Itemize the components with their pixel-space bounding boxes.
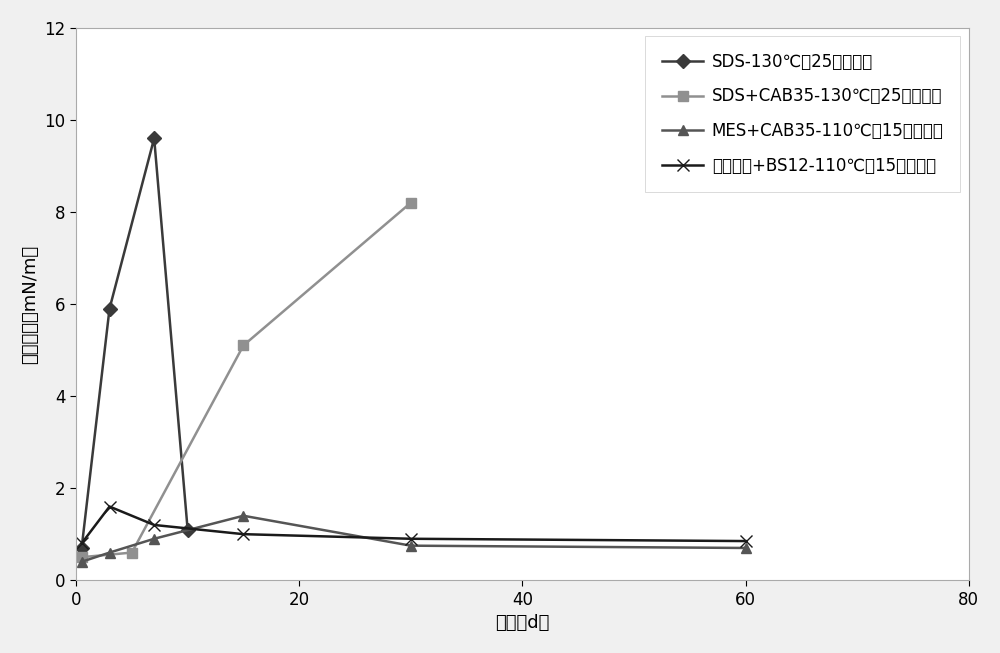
鼠李糖脂+BS12-110℃、15万矿化度 <box>104 503 116 511</box>
SDS-130℃、25万矿化度 <box>148 135 160 142</box>
MES+CAB35-110℃、15万矿化度 <box>148 535 160 543</box>
MES+CAB35-110℃、15万矿化度 <box>76 558 88 565</box>
X-axis label: 时间（d）: 时间（d） <box>495 614 550 632</box>
Line: SDS+CAB35-130℃、25万矿化度: SDS+CAB35-130℃、25万矿化度 <box>77 198 416 562</box>
Y-axis label: 界面张力（mN/m）: 界面张力（mN/m） <box>21 244 39 364</box>
鼠李糖脂+BS12-110℃、15万矿化度 <box>148 521 160 529</box>
Line: MES+CAB35-110℃、15万矿化度: MES+CAB35-110℃、15万矿化度 <box>77 511 750 567</box>
SDS+CAB35-130℃、25万矿化度 <box>237 342 249 349</box>
MES+CAB35-110℃、15万矿化度 <box>405 542 417 550</box>
MES+CAB35-110℃、15万矿化度 <box>740 544 752 552</box>
鼠李糖脂+BS12-110℃、15万矿化度 <box>76 539 88 547</box>
SDS+CAB35-130℃、25万矿化度 <box>76 553 88 561</box>
SDS-130℃、25万矿化度 <box>104 305 116 313</box>
MES+CAB35-110℃、15万矿化度 <box>237 512 249 520</box>
鼠李糖脂+BS12-110℃、15万矿化度 <box>740 537 752 545</box>
MES+CAB35-110℃、15万矿化度 <box>104 549 116 556</box>
SDS+CAB35-130℃、25万矿化度 <box>126 549 138 556</box>
Legend: SDS-130℃、25万矿化度, SDS+CAB35-130℃、25万矿化度, MES+CAB35-110℃、15万矿化度, 鼠李糖脂+BS12-110℃、15: SDS-130℃、25万矿化度, SDS+CAB35-130℃、25万矿化度, … <box>645 36 960 191</box>
鼠李糖脂+BS12-110℃、15万矿化度 <box>405 535 417 543</box>
SDS-130℃、25万矿化度 <box>182 526 194 534</box>
SDS+CAB35-130℃、25万矿化度 <box>405 199 417 206</box>
鼠李糖脂+BS12-110℃、15万矿化度 <box>237 530 249 538</box>
Line: 鼠李糖脂+BS12-110℃、15万矿化度: 鼠李糖脂+BS12-110℃、15万矿化度 <box>75 500 752 550</box>
Line: SDS-130℃、25万矿化度: SDS-130℃、25万矿化度 <box>77 133 192 553</box>
SDS-130℃、25万矿化度 <box>76 544 88 552</box>
